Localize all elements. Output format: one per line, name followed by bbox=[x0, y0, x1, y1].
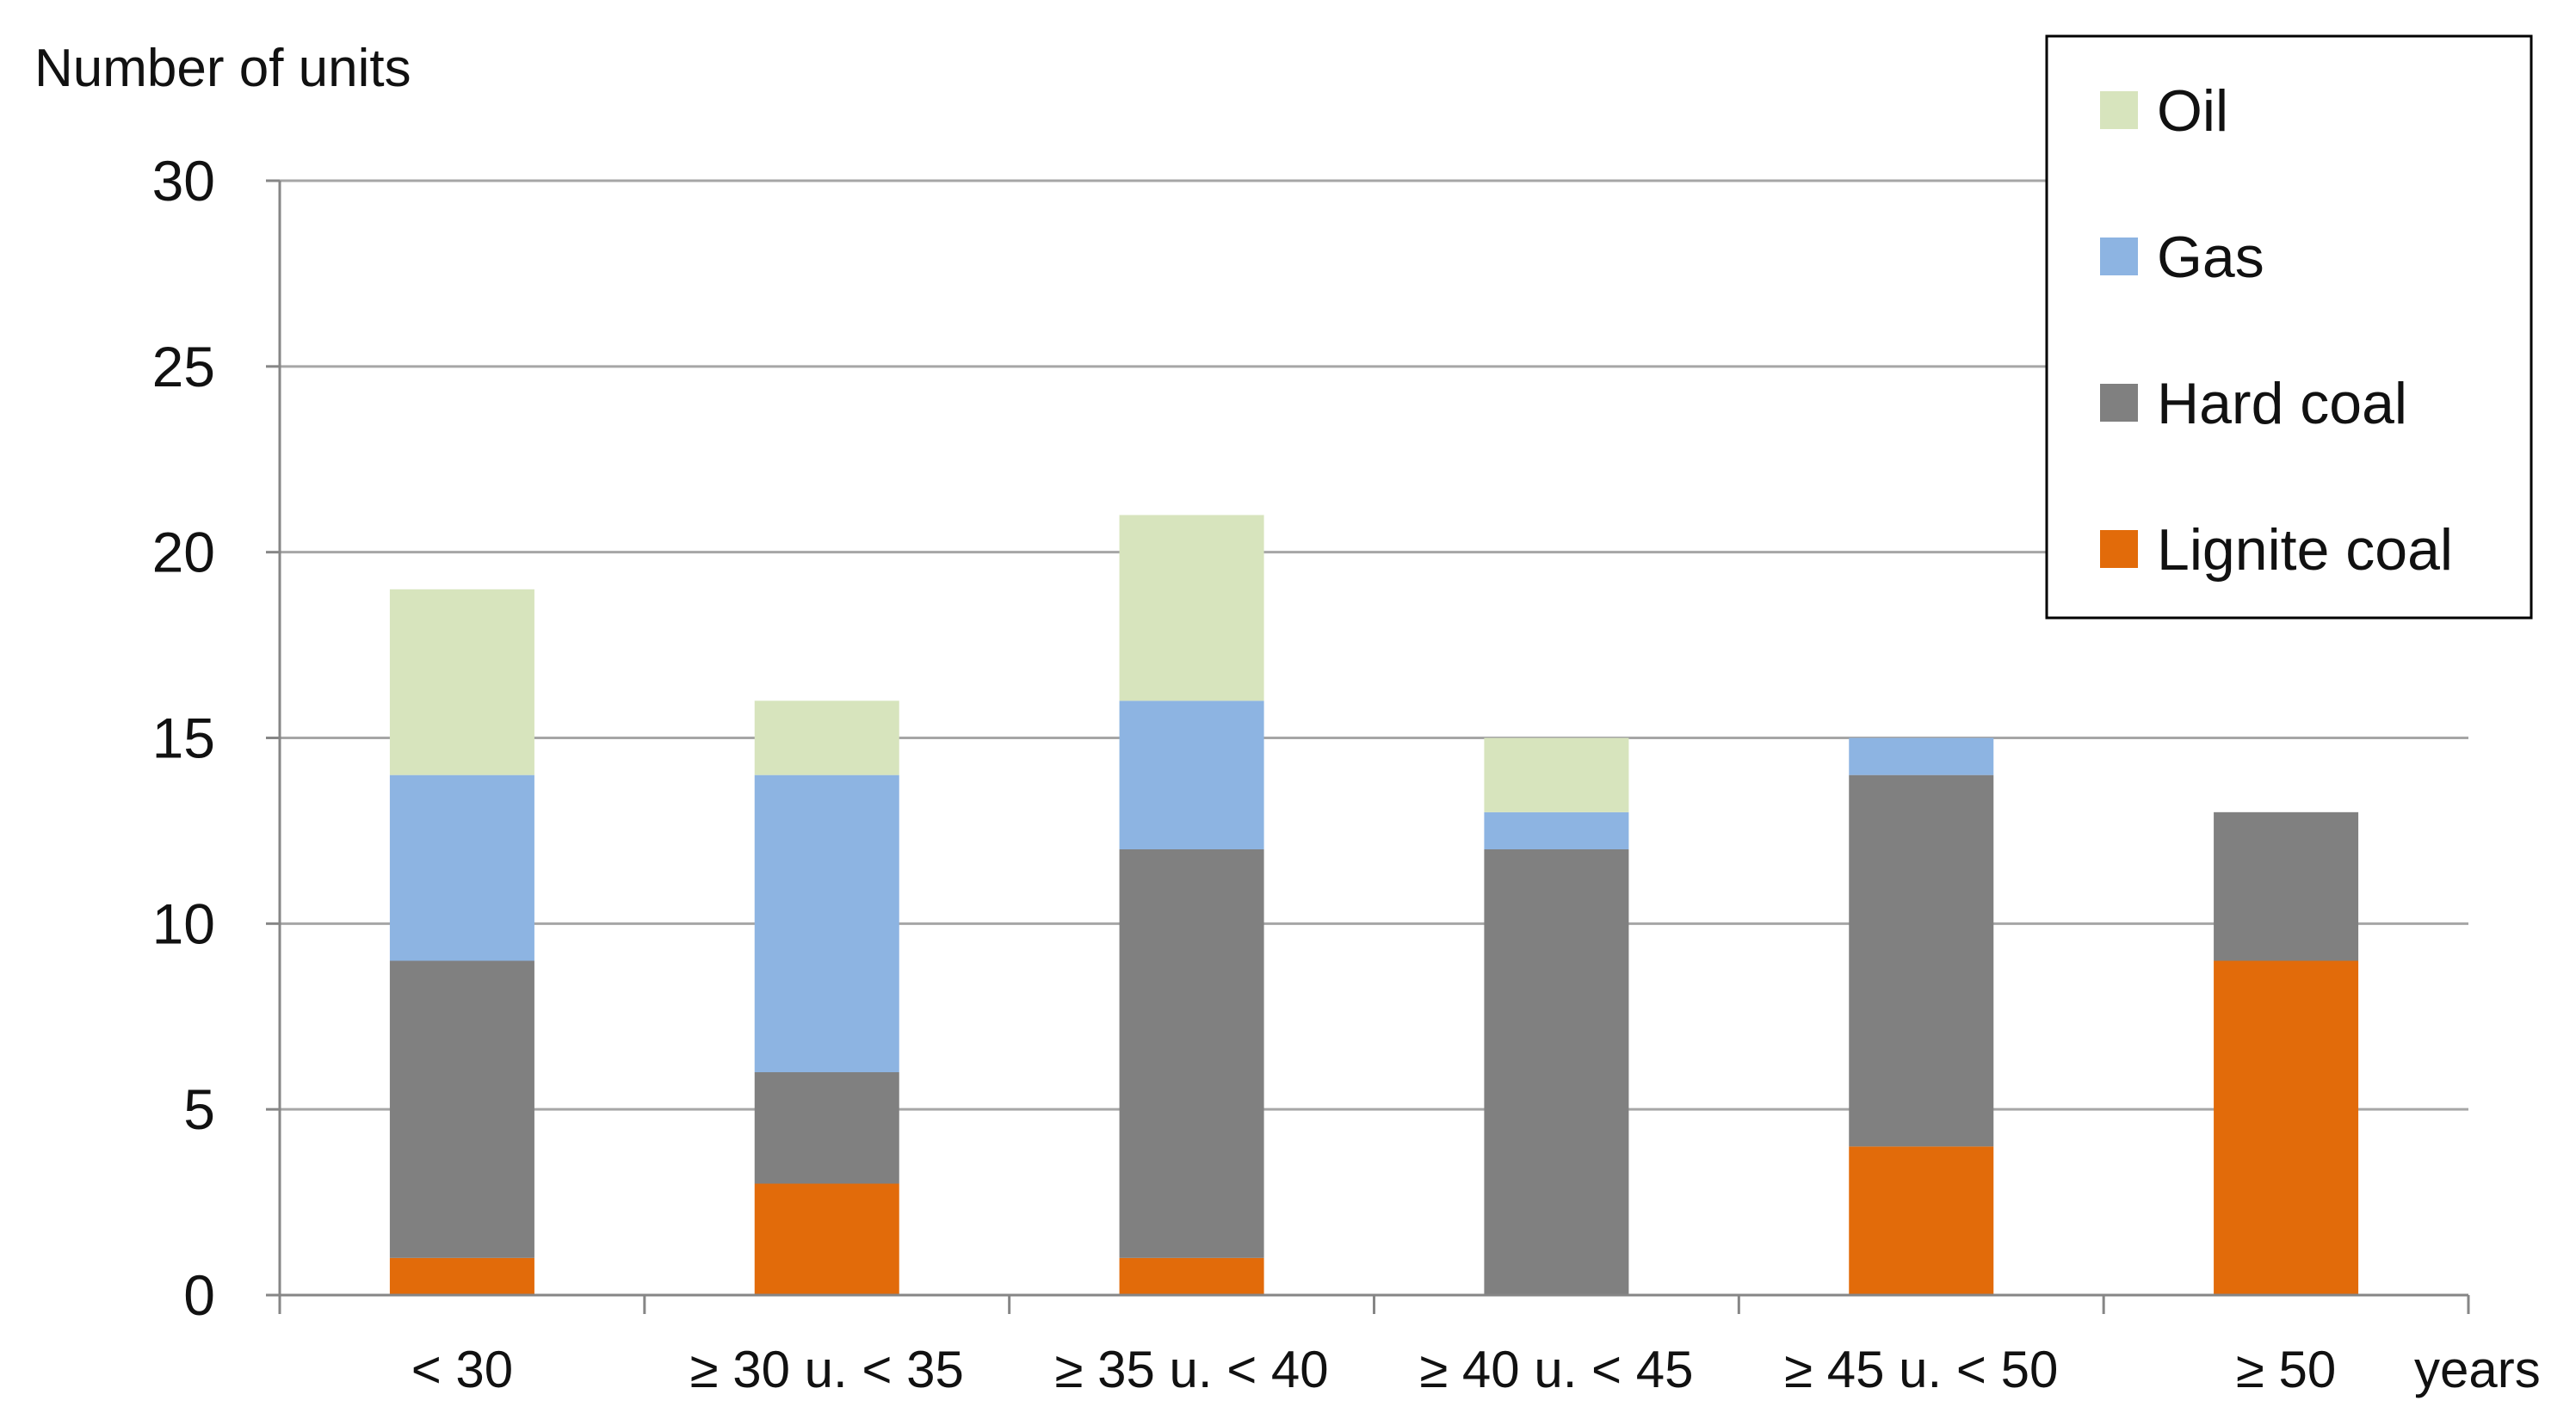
bar-gas-3 bbox=[1484, 811, 1629, 849]
y-tick-label-15: 15 bbox=[152, 706, 215, 770]
y-tick-label-20: 20 bbox=[152, 521, 215, 584]
y-tick-label-10: 10 bbox=[152, 892, 215, 955]
bar-lignite-coal-2 bbox=[1119, 1257, 1264, 1295]
x-category-label-0: < 30 bbox=[411, 1341, 513, 1398]
bar-hard-coal-1 bbox=[754, 1072, 899, 1184]
bar-oil-2 bbox=[1119, 515, 1264, 701]
bar-hard-coal-3 bbox=[1484, 849, 1629, 1295]
gridlines bbox=[280, 179, 2468, 1111]
x-category-label-3: ≥ 40 u. < 45 bbox=[1419, 1341, 1693, 1398]
x-axis-title: years bbox=[2414, 1341, 2541, 1398]
bar-hard-coal-5 bbox=[2214, 811, 2359, 961]
legend-box bbox=[2045, 34, 2533, 620]
x-category-label-5: ≥ 50 bbox=[2236, 1341, 2336, 1398]
y-tick-label-30: 30 bbox=[152, 149, 215, 213]
y-axis-title: Number of units bbox=[34, 39, 411, 98]
bar-hard-coal-0 bbox=[389, 960, 534, 1258]
bar-gas-1 bbox=[754, 774, 899, 1072]
bar-lignite-coal-5 bbox=[2214, 960, 2359, 1295]
legend-label-lignite-coal: Lignite coal bbox=[2157, 517, 2453, 583]
y-tick-label-0: 0 bbox=[183, 1263, 215, 1327]
x-category-labels: < 30 ≥ 30 u. < 35 ≥ 35 u. < 40 ≥ 40 u. < 45… bbox=[411, 1341, 2337, 1398]
legend-label-gas: Gas bbox=[2157, 225, 2264, 290]
bar-lignite-coal-0 bbox=[389, 1257, 534, 1295]
bar-lignite-coal-1 bbox=[754, 1183, 899, 1295]
bar-hard-coal-4 bbox=[1849, 774, 1994, 1147]
bar-oil-0 bbox=[389, 589, 534, 775]
bar-lignite-coal-4 bbox=[1849, 1146, 1994, 1295]
legend-swatch-gas bbox=[2100, 238, 2138, 275]
x-category-label-4: ≥ 45 u. < 50 bbox=[1784, 1341, 2058, 1398]
bar-hard-coal-2 bbox=[1119, 849, 1264, 1258]
bar-gas-4 bbox=[1849, 737, 1994, 775]
bar-oil-1 bbox=[754, 700, 899, 775]
legend-label-hard-coal: Hard coal bbox=[2157, 371, 2407, 436]
legend-swatch-lignite-coal bbox=[2100, 530, 2138, 568]
legend: Oil Gas Hard coal Lignite coal bbox=[2045, 34, 2533, 620]
legend-label-oil: Oil bbox=[2157, 78, 2228, 144]
legend-swatch-hard-coal bbox=[2100, 384, 2138, 422]
y-tick-labels: 0 5 10 15 20 25 30 bbox=[152, 149, 280, 1327]
bars bbox=[389, 515, 2359, 1295]
bar-gas-2 bbox=[1119, 700, 1264, 849]
y-tick-label-25: 25 bbox=[152, 335, 215, 398]
x-category-label-1: ≥ 30 u. < 35 bbox=[690, 1341, 964, 1398]
bar-gas-0 bbox=[389, 774, 534, 961]
x-category-label-2: ≥ 35 u. < 40 bbox=[1054, 1341, 1328, 1398]
legend-swatch-oil bbox=[2100, 91, 2138, 129]
y-tick-label-5: 5 bbox=[183, 1077, 215, 1141]
bar-oil-3 bbox=[1484, 737, 1629, 812]
